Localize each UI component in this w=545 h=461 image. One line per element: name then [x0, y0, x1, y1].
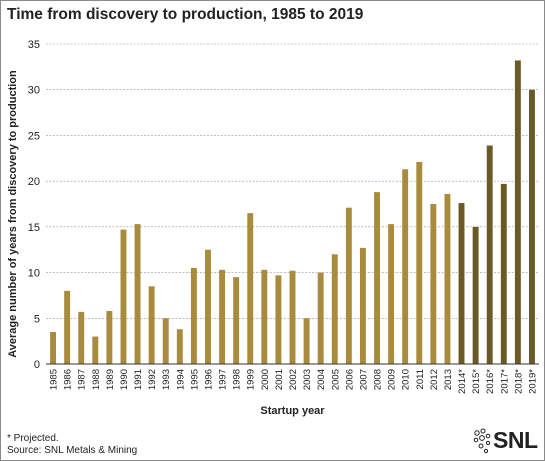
x-tick-label: 1992 — [147, 369, 158, 390]
bar — [50, 332, 57, 364]
chart-title: Time from discovery to production, 1985 … — [7, 6, 364, 23]
bar — [148, 286, 155, 364]
bar — [388, 224, 395, 364]
x-tick-label: 2000 — [260, 369, 271, 390]
x-tick-label: 2004 — [316, 369, 327, 390]
x-tick-label: 2009 — [387, 369, 398, 390]
bar — [444, 193, 451, 364]
x-tick-label: 1999 — [246, 369, 257, 390]
bar — [416, 161, 423, 364]
bar — [430, 204, 437, 364]
source-note: Source: SNL Metals & Mining — [7, 445, 138, 456]
footnote: * Projected. Source: SNL Metals & Mining — [7, 433, 137, 457]
x-tick-label: 2017* — [499, 369, 510, 394]
bar — [219, 269, 226, 364]
x-tick-label: 2003 — [302, 369, 313, 390]
bar-projected — [472, 226, 479, 364]
x-tick-label: 1991 — [133, 369, 144, 390]
bar — [247, 213, 254, 364]
x-tick-label: 2018* — [513, 369, 524, 394]
bar — [331, 254, 338, 364]
x-tick-label: 1993 — [161, 369, 172, 390]
bars — [50, 60, 535, 364]
x-tick-label: 2015* — [471, 369, 482, 394]
y-tick-label: 20 — [28, 176, 40, 188]
bar — [374, 192, 380, 364]
logo-text: SNL — [493, 427, 538, 453]
x-tick-label: 1989 — [105, 369, 116, 390]
x-tick-label: 1988 — [91, 369, 102, 390]
x-tick-label: 1986 — [63, 369, 74, 390]
y-axis-label: Average number of years from discovery t… — [7, 70, 19, 358]
snl-dots-logo-icon — [473, 428, 491, 454]
bar — [64, 290, 71, 364]
snl-logo: SNL — [472, 427, 542, 457]
y-tick-label: 0 — [34, 359, 40, 371]
bar — [345, 207, 352, 364]
bar — [78, 311, 85, 364]
bar — [275, 275, 282, 364]
bar — [120, 229, 127, 364]
y-tick-label: 35 — [28, 39, 40, 51]
x-tick-label: 1995 — [189, 369, 200, 390]
bar — [162, 318, 169, 364]
bar — [289, 270, 296, 364]
x-tick-label: 2002 — [288, 369, 299, 390]
bar-projected — [486, 145, 493, 364]
y-tick-label: 10 — [28, 268, 40, 280]
projected-note: * Projected. — [7, 433, 59, 444]
x-axis-label: Startup year — [260, 405, 325, 417]
x-tick-label: 1996 — [203, 369, 214, 390]
bar — [92, 336, 99, 364]
bar — [317, 272, 324, 364]
x-tick-label: 1998 — [232, 369, 243, 390]
bar-projected — [500, 183, 507, 364]
x-tick-label: 2001 — [274, 369, 285, 390]
x-tick-label: 1997 — [218, 369, 229, 390]
x-tick-label: 1987 — [77, 369, 88, 390]
x-tick-label: 2013 — [443, 369, 454, 390]
bar — [261, 269, 268, 364]
bar — [176, 329, 183, 364]
bar-projected — [514, 60, 521, 364]
y-tick-label: 30 — [28, 85, 40, 97]
bar — [205, 249, 211, 364]
x-tick-label: 2005 — [330, 369, 341, 390]
bar — [106, 310, 113, 364]
bar-projected — [528, 89, 535, 364]
bar-projected — [458, 203, 465, 364]
x-tick-label: 2016* — [485, 369, 496, 394]
bar — [359, 247, 366, 364]
x-tick-label: 2006 — [344, 369, 355, 390]
x-tick-label: 2019* — [527, 369, 538, 394]
bar — [402, 169, 409, 364]
y-tick-label: 5 — [34, 313, 40, 325]
x-tick-label: 2012 — [429, 369, 440, 390]
y-tick-label: 15 — [28, 222, 40, 234]
x-tick-label: 2010 — [401, 369, 412, 390]
x-tick-label: 2011 — [415, 369, 426, 389]
bar — [190, 268, 197, 364]
bar — [233, 277, 240, 364]
x-tick-label: 1990 — [119, 369, 130, 390]
bar — [303, 318, 310, 364]
x-tick-label: 2014* — [457, 369, 468, 394]
x-tick-label: 1985 — [49, 369, 60, 390]
x-tick-label: 1994 — [175, 369, 186, 390]
bar — [134, 224, 141, 364]
y-tick-label: 25 — [28, 130, 40, 142]
x-tick-label: 2007 — [358, 369, 369, 390]
x-tick-label: 2008 — [373, 369, 384, 390]
